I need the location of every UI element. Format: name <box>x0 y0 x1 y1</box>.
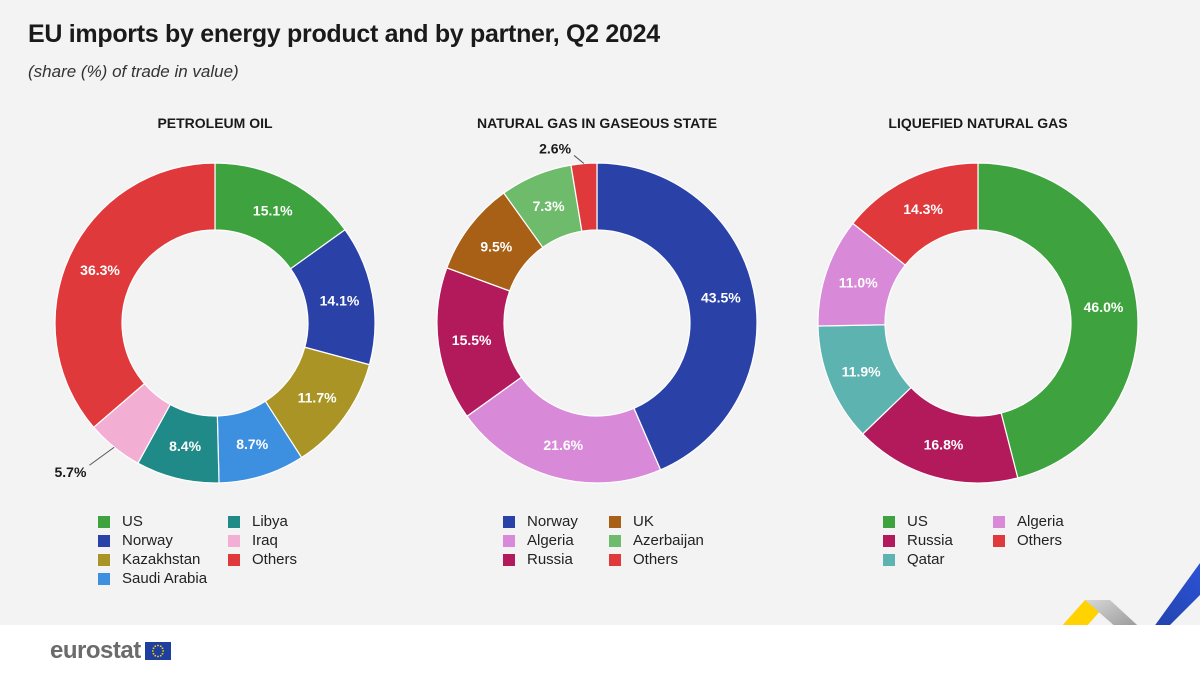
legend-label: Qatar <box>907 551 945 568</box>
legend-item-others: Others <box>993 532 1062 549</box>
legend-swatch <box>609 553 621 566</box>
chart-title: NATURAL GAS IN GASEOUS STATE <box>477 115 717 131</box>
page-title: EU imports by energy product and by part… <box>28 20 660 48</box>
legend-swatch <box>883 553 895 566</box>
legend-item-algeria: Algeria <box>993 513 1064 530</box>
legend-label: Norway <box>527 513 578 530</box>
legend-swatch <box>503 553 515 566</box>
legend-swatch <box>98 572 110 585</box>
legend-swatch <box>993 534 1005 547</box>
legend-label: Others <box>252 551 298 568</box>
slice-norway <box>596 162 758 471</box>
legend-label: Russia <box>907 532 953 549</box>
legend-swatch <box>503 534 515 547</box>
leader-line <box>573 155 585 164</box>
legend-label: US <box>907 513 928 530</box>
eu-flag-icon <box>144 642 171 660</box>
legend-item-us: US <box>98 513 143 530</box>
legend-label: Kazakhstan <box>122 551 201 568</box>
legend-swatch <box>993 515 1005 528</box>
legend-label: Azerbaijan <box>633 532 704 549</box>
slice-label: 11.0% <box>839 274 878 290</box>
slice-others <box>570 162 598 232</box>
eurostat-logo: eurostat <box>50 637 171 665</box>
legend-item-uk: UK <box>609 513 654 530</box>
legend-swatch <box>228 534 240 547</box>
legend-swatch <box>609 515 621 528</box>
slice-label: 8.4% <box>169 438 201 454</box>
legend-label: Algeria <box>1017 513 1064 530</box>
legend-swatch <box>228 553 240 566</box>
slice-label: 8.7% <box>236 436 268 452</box>
donut-charts-svg: PETROLEUM OIL 15.1% 14.1% 11.7% 8.7% 8.4% 5.7%… <box>54 115 1139 484</box>
slice-label: 9.5% <box>480 238 512 254</box>
slice-others <box>851 162 979 266</box>
legends-area: US Norway Kazakhstan Saudi Arabia Libya Iraq O… <box>0 513 1200 603</box>
slice-label: 46.0% <box>1084 299 1124 315</box>
legend-swatch <box>883 534 895 547</box>
slice-algeria <box>466 376 662 484</box>
slice-label: 7.3% <box>533 198 565 214</box>
slice-label: 14.1% <box>320 292 360 308</box>
slice-label: 14.3% <box>903 201 943 217</box>
legend-swatch <box>98 534 110 547</box>
legend-swatch <box>503 515 515 528</box>
slice-label: 15.5% <box>452 332 492 348</box>
legend-item-russia: Russia <box>883 532 953 549</box>
legend-item-saudi-arabia: Saudi Arabia <box>98 570 207 587</box>
slice-us <box>977 162 1139 479</box>
legend-swatch <box>228 515 240 528</box>
slice-label: 16.8% <box>924 437 964 453</box>
legend-item-azerbaijan: Azerbaijan <box>609 532 704 549</box>
legend-item-others: Others <box>228 551 297 568</box>
legend-item-us: US <box>883 513 928 530</box>
slice-label: 5.7% <box>55 464 87 480</box>
brand-name: eurostat <box>50 637 141 664</box>
slice-label: 11.9% <box>842 363 881 379</box>
page-subtitle: (share (%) of trade in value) <box>28 62 239 81</box>
legend-item-others: Others <box>609 551 678 568</box>
slice-label: 2.6% <box>539 140 571 156</box>
legend-item-qatar: Qatar <box>883 551 945 568</box>
legend-item-norway: Norway <box>98 532 173 549</box>
legend-label: Others <box>633 551 679 568</box>
legend-item-algeria: Algeria <box>503 532 574 549</box>
charts-area: PETROLEUM OIL 15.1% 14.1% 11.7% 8.7% 8.4% 5.7%… <box>0 100 1200 500</box>
legend-label: US <box>122 513 143 530</box>
legend-label: Iraq <box>252 532 278 549</box>
slice-label: 43.5% <box>701 289 741 305</box>
slice-label: 15.1% <box>253 202 293 218</box>
legend-item-russia: Russia <box>503 551 573 568</box>
slice-label: 21.6% <box>543 437 583 453</box>
leader-line <box>89 446 115 466</box>
legend-item-norway: Norway <box>503 513 578 530</box>
legend-label: Russia <box>527 551 573 568</box>
legend-swatch <box>609 534 621 547</box>
chart-title: PETROLEUM OIL <box>157 115 273 131</box>
legend-item-libya: Libya <box>228 513 288 530</box>
legend-label: Norway <box>122 532 173 549</box>
legend-item-kazakhstan: Kazakhstan <box>98 551 200 568</box>
legend-label: Saudi Arabia <box>122 570 208 587</box>
footer: eurostat <box>0 625 1200 675</box>
legend-label: UK <box>633 513 654 530</box>
slice-label: 11.7% <box>298 390 337 406</box>
legend-swatch <box>98 515 110 528</box>
slice-label: 36.3% <box>80 262 120 278</box>
legend-label: Algeria <box>527 532 574 549</box>
legend-swatch <box>98 553 110 566</box>
legend-label: Others <box>1017 532 1063 549</box>
legend-swatch <box>883 515 895 528</box>
legend-label: Libya <box>252 513 288 530</box>
legend-item-iraq: Iraq <box>228 532 278 549</box>
slice-others <box>54 162 216 429</box>
chart-title: LIQUEFIED NATURAL GAS <box>888 115 1067 131</box>
